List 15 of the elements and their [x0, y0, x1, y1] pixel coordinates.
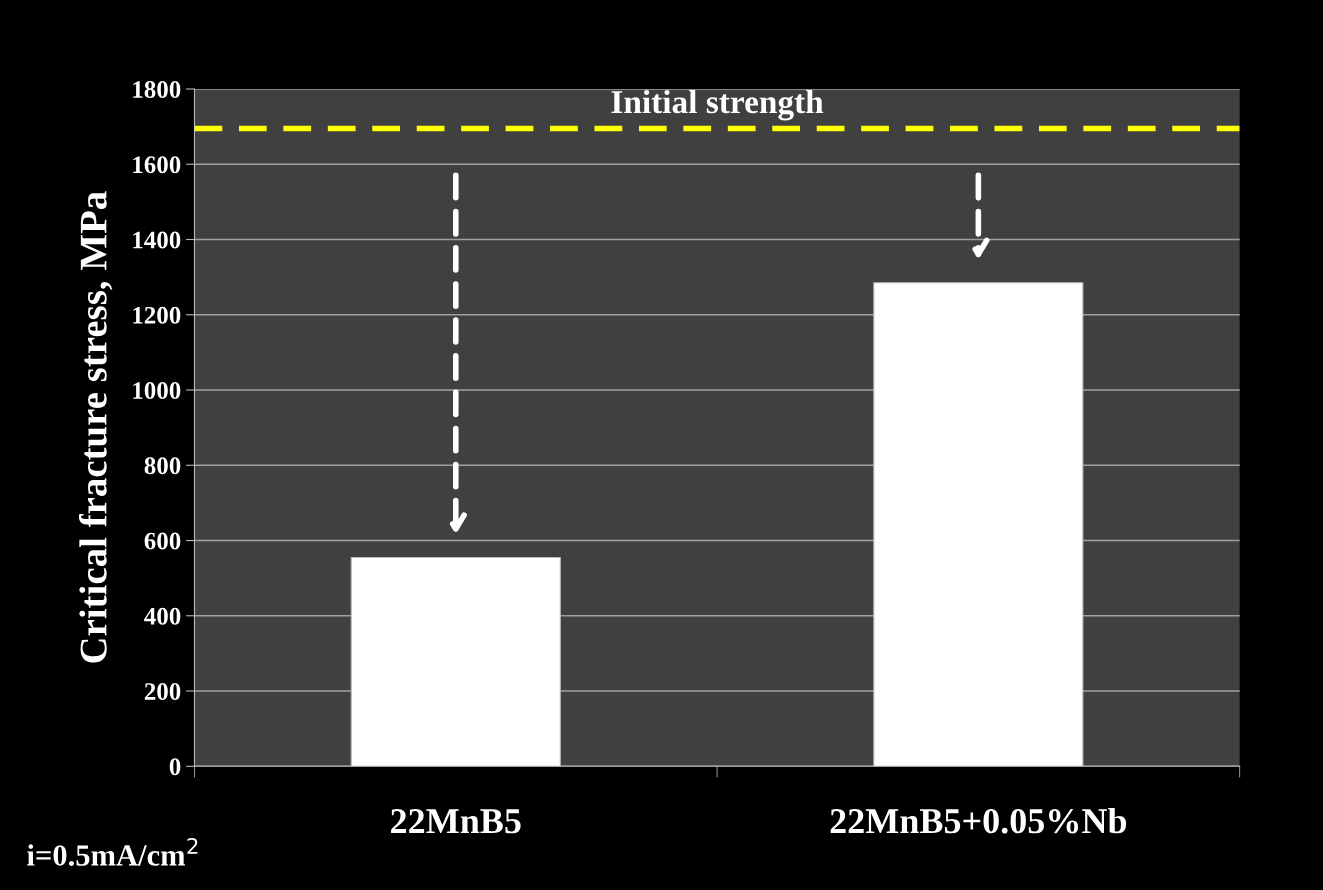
y-tick-label: 0 [169, 758, 181, 776]
y-tick-label: 1800 [133, 81, 181, 98]
text: i=0.5mA/cm$^{2}$ [27, 837, 198, 866]
y-tick-label: 1600 [133, 156, 181, 174]
y-tick-label: 800 [144, 457, 181, 475]
y-tick-label: 600 [144, 532, 181, 550]
y-tick-label: 400 [144, 607, 181, 625]
x-tick-label: 22MnB5+0.05%Nb [830, 807, 1127, 834]
ref-line-label: Initial strength [611, 89, 824, 121]
y-tick-label: 1400 [133, 231, 181, 249]
y-tick-label: 200 [144, 683, 181, 700]
x-tick-label: 22MnB5 [391, 809, 521, 834]
y-tick-label: 1000 [133, 382, 181, 399]
y-axis-title: Critical fracture stress, MPa [78, 191, 113, 663]
y-tick-label: 1200 [133, 306, 181, 324]
